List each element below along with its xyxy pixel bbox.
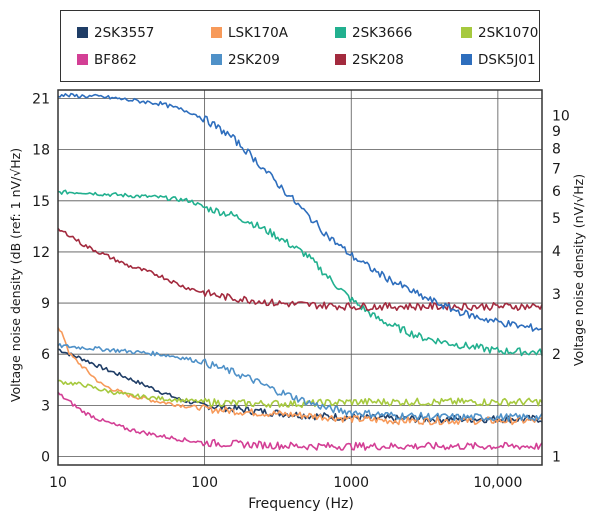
y-tick-label: 6 bbox=[41, 347, 50, 363]
x-tick-label: 1000 bbox=[333, 475, 369, 491]
legend-label: 2SK1070 bbox=[478, 24, 539, 41]
y-tick-label: 18 bbox=[32, 143, 50, 159]
legend-swatch bbox=[461, 54, 472, 65]
y2-tick-label: 5 bbox=[552, 211, 561, 227]
y2-tick-label: 10 bbox=[552, 109, 570, 125]
series-line-dsk5j01 bbox=[57, 92, 543, 332]
legend-label: 2SK3557 bbox=[94, 24, 155, 41]
x-tick-label: 10 bbox=[49, 475, 67, 491]
y-tick-label: 9 bbox=[41, 296, 50, 312]
legend-item-2sk209: 2SK209 bbox=[211, 46, 335, 73]
legend-item-2sk3557: 2SK3557 bbox=[77, 19, 211, 46]
legend-label: BF862 bbox=[94, 51, 137, 68]
y-tick-label: 12 bbox=[32, 245, 50, 261]
legend-label: 2SK208 bbox=[352, 51, 404, 68]
y2-tick-label: 2 bbox=[552, 347, 561, 363]
y-tick-label: 0 bbox=[41, 449, 50, 465]
y-tick-label: 21 bbox=[32, 92, 50, 108]
series-line-2sk1070 bbox=[57, 379, 543, 409]
legend: 2SK3557 LSK170A 2SK3666 2SK1070 BF862 2SK209 2… bbox=[60, 10, 540, 82]
y2-tick-labels: 1 2 3 4 5 6 7 8 910 bbox=[552, 109, 570, 466]
y-tick-labels: 0 3 6 9 12 15 18 21 bbox=[32, 92, 50, 466]
legend-item-2sk208: 2SK208 bbox=[335, 46, 461, 73]
legend-item-2sk3666: 2SK3666 bbox=[335, 19, 461, 46]
legend-label: LSK170A bbox=[228, 24, 288, 41]
x-tick-label: 10,000 bbox=[473, 475, 522, 491]
series-line-2sk209 bbox=[57, 343, 543, 422]
y2-tick-label: 8 bbox=[552, 142, 561, 158]
grid-layer bbox=[57, 90, 542, 465]
series-line-bf862 bbox=[57, 391, 543, 451]
y2-tick-label: 9 bbox=[552, 124, 561, 140]
legend-label: 2SK209 bbox=[228, 51, 280, 68]
series-line-2sk208 bbox=[57, 227, 543, 311]
y-tick-label: 15 bbox=[32, 194, 50, 210]
legend-item-2sk1070: 2SK1070 bbox=[461, 19, 555, 46]
legend-swatch bbox=[461, 27, 472, 38]
y2-tick-label: 6 bbox=[552, 184, 561, 200]
y2-tick-label: 1 bbox=[552, 449, 561, 465]
x-tick-label: 100 bbox=[191, 475, 218, 491]
legend-grid: 2SK3557 LSK170A 2SK3666 2SK1070 BF862 2SK209 2… bbox=[61, 11, 539, 73]
legend-swatch bbox=[77, 27, 88, 38]
y2-tick-label: 4 bbox=[552, 244, 561, 260]
x-axis-label: Frequency (Hz) bbox=[248, 496, 354, 512]
legend-label: 2SK3666 bbox=[352, 24, 413, 41]
legend-item-dsk5j01: DSK5J01 bbox=[461, 46, 555, 73]
x-tick-labels: 10 100 1000 10,000 bbox=[49, 475, 522, 491]
legend-item-lsk170a: LSK170A bbox=[211, 19, 335, 46]
legend-swatch bbox=[211, 27, 222, 38]
legend-swatch bbox=[335, 54, 346, 65]
y-tick-label: 3 bbox=[41, 398, 50, 414]
legend-swatch bbox=[335, 27, 346, 38]
y2-tick-label: 3 bbox=[552, 287, 561, 303]
series-line-lsk170a bbox=[57, 327, 543, 426]
legend-swatch bbox=[77, 54, 88, 65]
y2-axis-label: Voltage noise density (nV/√Hz) bbox=[571, 174, 586, 366]
legend-label: DSK5J01 bbox=[478, 51, 536, 68]
series-layer bbox=[57, 92, 543, 451]
legend-item-bf862: BF862 bbox=[77, 46, 211, 73]
y-axis-label: Voltage noise density (dB (ref: 1 nV/√Hz… bbox=[8, 148, 23, 402]
series-line-2sk3557 bbox=[57, 348, 543, 424]
series-line-2sk3666 bbox=[57, 189, 543, 357]
plot-frame bbox=[57, 89, 543, 466]
legend-swatch bbox=[211, 54, 222, 65]
y2-tick-label: 7 bbox=[552, 161, 561, 177]
